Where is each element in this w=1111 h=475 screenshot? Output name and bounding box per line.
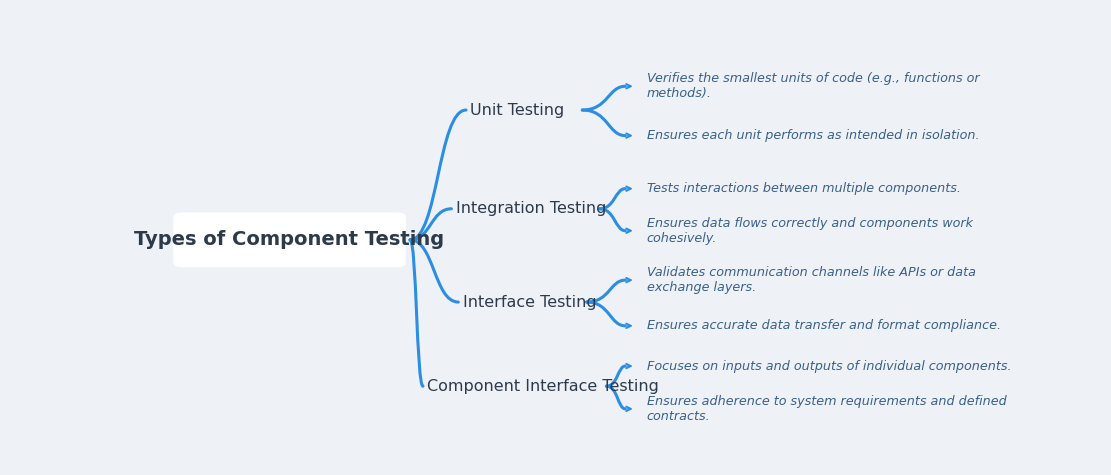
FancyBboxPatch shape bbox=[173, 212, 406, 267]
Text: Tests interactions between multiple components.: Tests interactions between multiple comp… bbox=[647, 182, 961, 195]
Text: Ensures adherence to system requirements and defined
contracts.: Ensures adherence to system requirements… bbox=[647, 395, 1007, 423]
Text: Types of Component Testing: Types of Component Testing bbox=[134, 230, 444, 249]
Text: Validates communication channels like APIs or data
exchange layers.: Validates communication channels like AP… bbox=[647, 266, 975, 294]
Text: Integration Testing: Integration Testing bbox=[456, 201, 607, 216]
Text: Verifies the smallest units of code (e.g., functions or
methods).: Verifies the smallest units of code (e.g… bbox=[647, 72, 980, 100]
Text: Ensures data flows correctly and components work
cohesively.: Ensures data flows correctly and compone… bbox=[647, 217, 973, 245]
Text: Interface Testing: Interface Testing bbox=[462, 294, 597, 310]
Text: Ensures accurate data transfer and format compliance.: Ensures accurate data transfer and forma… bbox=[647, 319, 1001, 332]
Text: Ensures each unit performs as intended in isolation.: Ensures each unit performs as intended i… bbox=[647, 129, 980, 142]
Text: Focuses on inputs and outputs of individual components.: Focuses on inputs and outputs of individ… bbox=[647, 360, 1011, 372]
Text: Component Interface Testing: Component Interface Testing bbox=[428, 379, 659, 394]
Text: Unit Testing: Unit Testing bbox=[470, 103, 564, 117]
